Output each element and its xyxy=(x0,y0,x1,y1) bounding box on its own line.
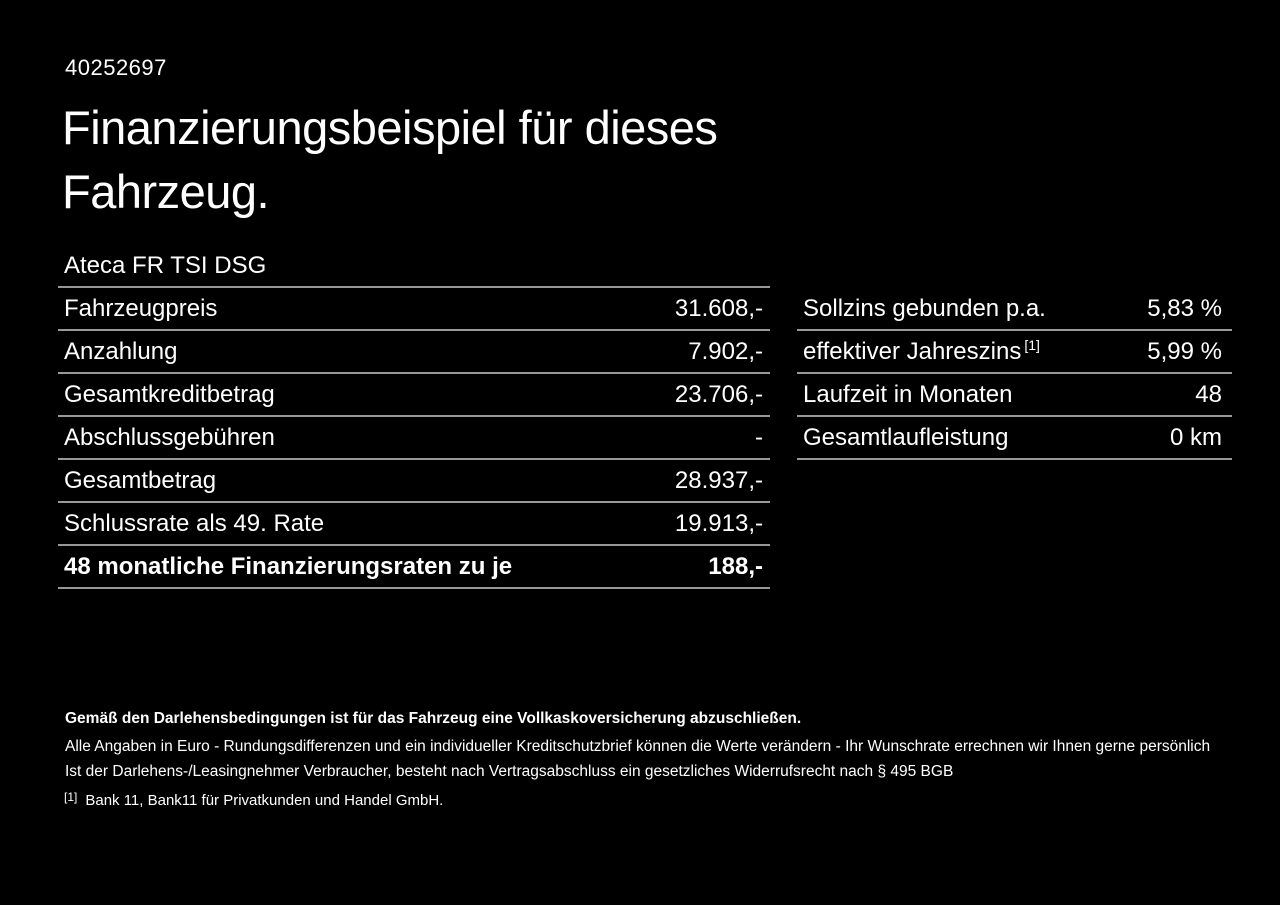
row-value: 23.706,- xyxy=(674,380,763,408)
row-value: 5,83 % xyxy=(1147,294,1222,322)
footnote-text: Bank 11, Bank11 für Privatkunden und Han… xyxy=(85,792,444,809)
table-row-effektiver-jahreszins: effektiver Jahreszins [1] 5,99 % xyxy=(797,331,1232,374)
bank-footnote: [1] Bank 11, Bank11 für Privatkunden und … xyxy=(64,790,443,809)
row-label: 48 monatliche Finanzierungsraten zu je xyxy=(64,552,513,580)
table-row-sollzins: Sollzins gebunden p.a. 5,83 % xyxy=(797,288,1232,331)
row-value: - xyxy=(755,423,763,451)
row-label: Gesamtkreditbetrag xyxy=(64,380,275,408)
page-title: Finanzierungsbeispiel für dieses Fahrzeu… xyxy=(62,96,718,224)
listing-id: 40252697 xyxy=(65,55,167,80)
table-row-monatsrate: 48 monatliche Finanzierungsraten zu je 1… xyxy=(58,546,770,589)
table-row-gesamtbetrag: Gesamtbetrag 28.937,- xyxy=(58,460,770,503)
row-value: 48 xyxy=(1195,380,1222,408)
table-row-fahrzeugpreis: Fahrzeugpreis 31.608,- xyxy=(58,288,770,331)
row-label: Fahrzeugpreis xyxy=(64,294,218,322)
row-value: 19.913,- xyxy=(674,509,763,537)
row-label-text: effektiver Jahreszins xyxy=(803,338,1022,365)
row-label: Sollzins gebunden p.a. xyxy=(803,294,1046,322)
row-label: effektiver Jahreszins [1] xyxy=(803,337,1040,366)
row-label: Laufzeit in Monaten xyxy=(803,380,1013,408)
footnote-marker: [1] xyxy=(1024,337,1040,353)
table-row-anzahlung: Anzahlung 7.902,- xyxy=(58,331,770,374)
insurance-requirement-note: Gemäß den Darlehensbedingungen ist für d… xyxy=(65,710,802,727)
page-title-line-2: Fahrzeug. xyxy=(62,165,270,218)
vehicle-model-header: Ateca FR TSI DSG xyxy=(58,245,770,288)
row-label: Gesamtbetrag xyxy=(64,466,217,494)
row-label: Anzahlung xyxy=(64,337,178,365)
table-row-laufzeit: Laufzeit in Monaten 48 xyxy=(797,374,1232,417)
row-label: Gesamtlaufleistung xyxy=(803,423,1009,451)
row-label: Abschlussgebühren xyxy=(64,423,275,451)
financing-table-right: Sollzins gebunden p.a. 5,83 % effektiver… xyxy=(797,288,1232,460)
financing-table-left: Ateca FR TSI DSG Fahrzeugpreis 31.608,- … xyxy=(58,245,770,589)
row-label: Schlussrate als 49. Rate xyxy=(64,509,325,537)
disclaimer-line-1: Alle Angaben in Euro - Rundungsdifferenz… xyxy=(65,738,1211,755)
page-title-line-1: Finanzierungsbeispiel für dieses xyxy=(62,101,718,154)
table-row-abschlussgebuehren: Abschlussgebühren - xyxy=(58,417,770,460)
row-value: 5,99 % xyxy=(1147,337,1222,365)
table-row-gesamtlaufleistung: Gesamtlaufleistung 0 km xyxy=(797,417,1232,460)
row-value: 28.937,- xyxy=(674,466,763,494)
disclaimer-line-2: Ist der Darlehens-/Leasingnehmer Verbrau… xyxy=(65,763,954,780)
row-value: 0 km xyxy=(1169,423,1222,451)
row-value: 7.902,- xyxy=(688,337,763,365)
row-value: 188,- xyxy=(708,552,763,580)
footnote-marker: [1] xyxy=(64,790,78,804)
table-row-schlussrate: Schlussrate als 49. Rate 19.913,- xyxy=(58,503,770,546)
table-row-gesamtkreditbetrag: Gesamtkreditbetrag 23.706,- xyxy=(58,374,770,417)
row-value: 31.608,- xyxy=(674,294,763,322)
